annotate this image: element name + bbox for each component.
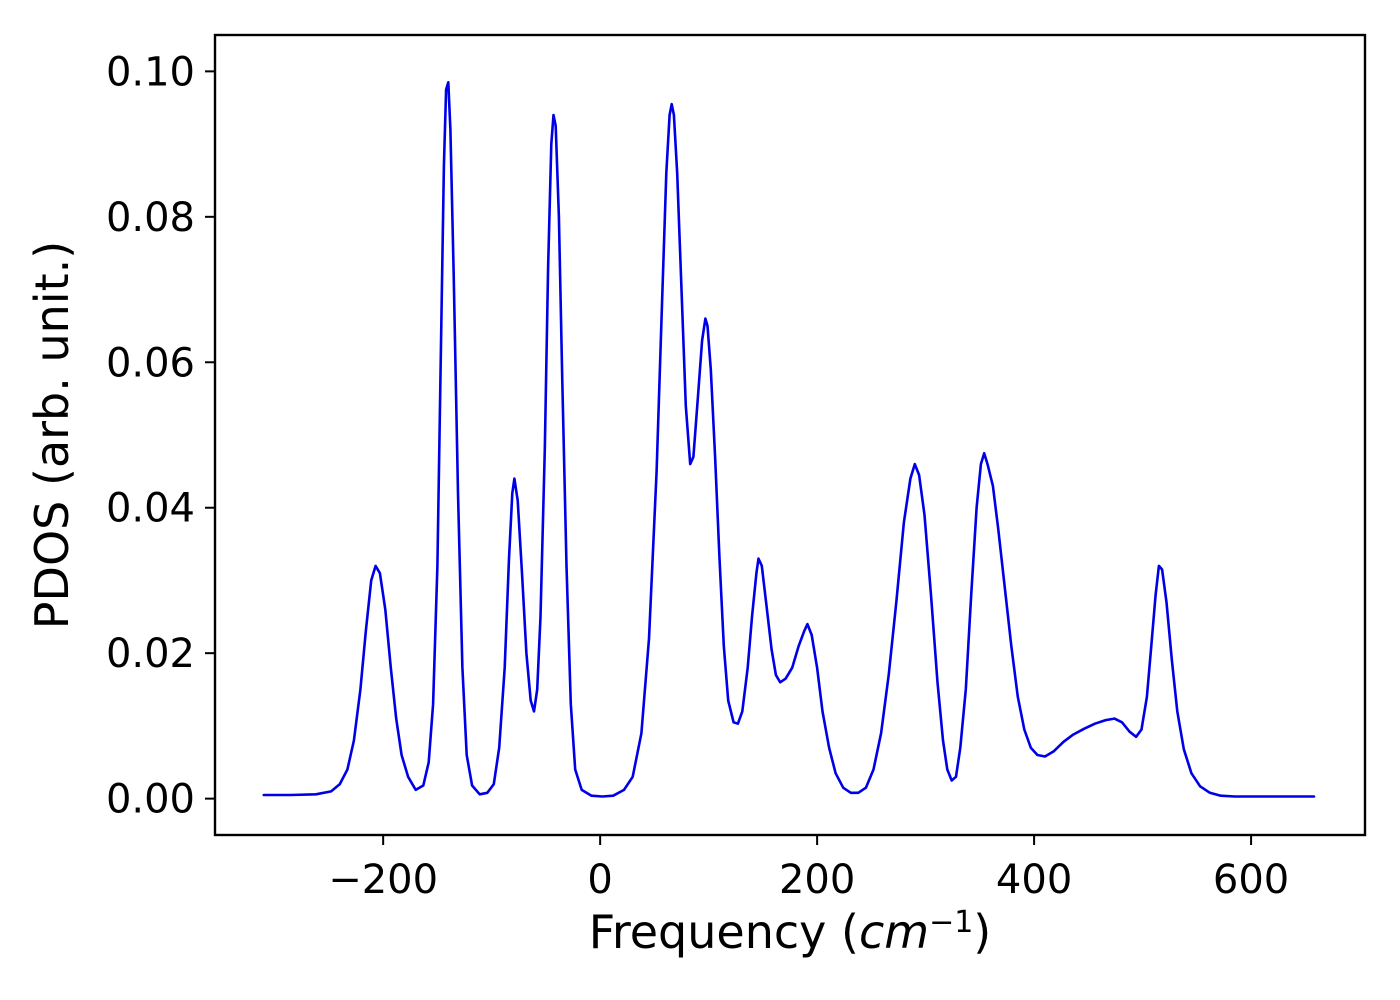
x-tick-label: 400 [996,857,1072,903]
x-axis-label-unit: cm [858,905,930,960]
x-axis-label: Frequency (cm−1) [589,905,992,959]
y-tick-label: 0.04 [106,486,195,532]
plot-frame [213,33,1367,837]
y-tick-label: 0.00 [106,777,195,823]
x-axis-label-exponent: −1 [929,904,974,940]
x-tick-label: −200 [328,857,438,903]
y-tick-label: 0.10 [106,49,195,95]
x-tick-label: 200 [779,857,855,903]
x-axis-label-suffix: ) [973,905,992,960]
y-tick-label: 0.08 [106,195,195,241]
y-tick-label: 0.02 [106,631,195,677]
x-axis-label-prefix: Frequency ( [588,905,859,960]
x-tick-label: 600 [1213,857,1289,903]
x-tick-label: 0 [587,857,612,903]
y-tick-label: 0.06 [106,340,195,386]
pdos-line [262,81,1316,798]
y-axis-label: PDOS (arb. unit.) [25,240,79,630]
